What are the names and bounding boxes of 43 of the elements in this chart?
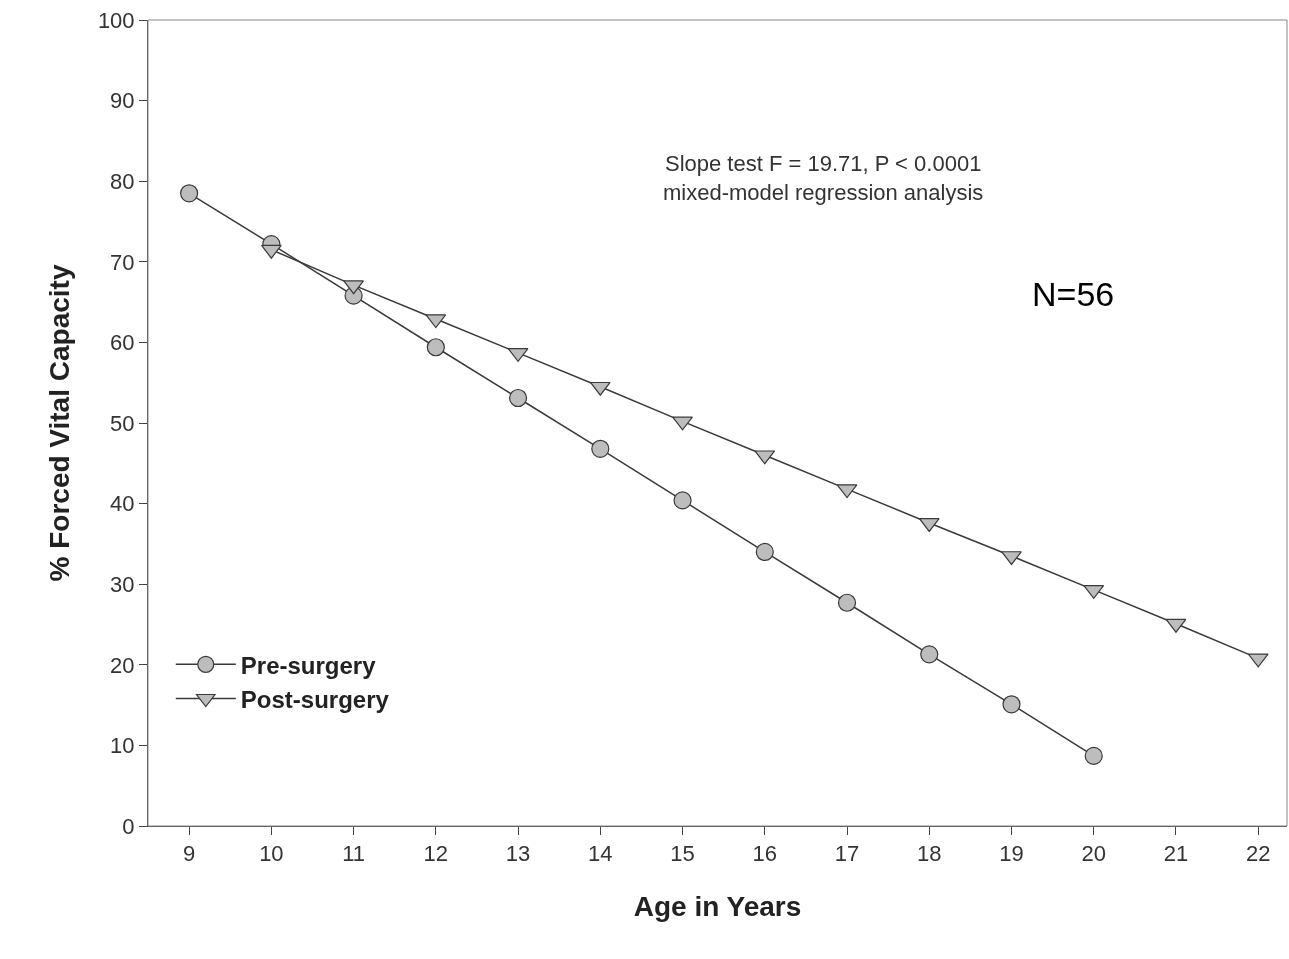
point [920,645,939,664]
y-tick-label: 0 [122,813,135,839]
point [1084,746,1103,765]
x-tick-label: 20 [1081,841,1106,867]
x-tick-label: 9 [182,841,196,867]
point [673,491,692,510]
x-axis-title: Age in Years [633,890,802,922]
y-tick-label: 40 [110,491,135,517]
point [837,593,857,612]
annotation: N=56 [1032,275,1115,313]
x-tick-label: 22 [1245,841,1271,867]
x-tick-label: 11 [342,841,366,867]
x-tick-label: 17 [834,841,860,867]
legend-label: Post-surgery [240,685,390,713]
y-tick-label: 100 [97,7,135,33]
point [1002,695,1021,714]
y-tick-label: 20 [110,652,135,678]
x-tick-label: 12 [423,841,449,867]
y-tick-label: 30 [110,571,135,597]
y-axis-title: % Forced Vital Capacity [43,264,75,582]
point [426,338,445,357]
y-tick-label: 50 [110,410,135,436]
x-tick-label: 16 [752,841,778,867]
point [672,416,693,431]
annotation: Slope test F = 19.71, P < 0.0001 mixed-model regression analysis [663,151,984,205]
point [591,439,610,458]
point [755,542,774,562]
x-tick-label: 13 [505,841,531,867]
point [508,388,528,408]
x-tick-label: 10 [259,841,284,867]
y-tick-label: 80 [110,168,135,194]
y-tick-label: 60 [110,330,135,356]
y-tick-label: 70 [110,249,135,275]
legend-label: Pre-surgery [240,651,377,679]
x-tick-label: 18 [917,841,942,867]
x-tick-label: 14 [588,841,613,867]
x-tick-label: 21 [1163,841,1189,867]
y-tick-label: 10 [110,733,135,759]
point [180,184,199,203]
y-tick-label: 90 [110,88,135,114]
point [1001,551,1022,566]
x-tick-label: 15 [670,841,695,867]
x-tick-label: 19 [999,841,1024,867]
